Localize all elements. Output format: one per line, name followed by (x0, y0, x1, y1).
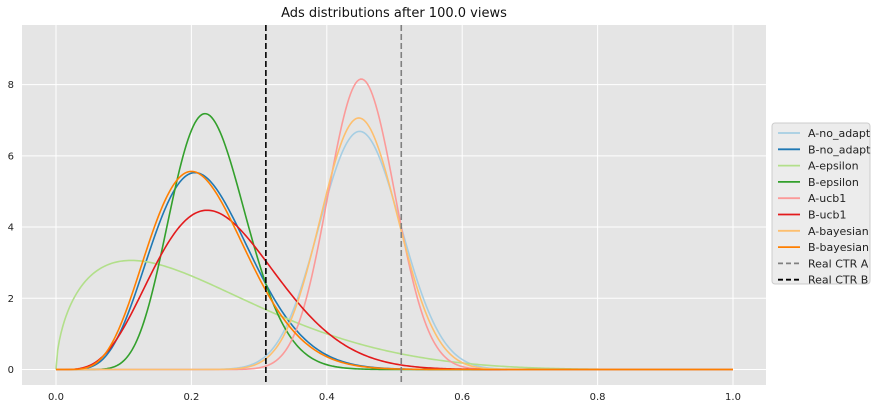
series-curves (55, 78, 733, 371)
y-tick-label: 4 (8, 223, 14, 234)
y-tick-label: 2 (8, 294, 14, 305)
series-line-B-bayesian (56, 170, 733, 371)
legend-label: B-no_adapt (808, 143, 871, 156)
legend-label: Real CTR A (808, 257, 869, 270)
x-axis-ticks: 0.0 0.2 0.4 0.6 0.8 1.0 (48, 392, 741, 403)
legend: A-no_adapt B-no_adapt A-epsilon B-epsilon A-… (771, 122, 871, 287)
legend-label: Real CTR B (808, 274, 868, 287)
x-tick-label: 0.8 (590, 392, 606, 403)
legend-label: A-no_adapt (808, 127, 871, 140)
x-tick-label: 0.4 (319, 392, 335, 403)
y-tick-label: 8 (8, 80, 14, 91)
legend-label: B-ucb1 (808, 209, 847, 222)
x-tick-label: 0.6 (454, 392, 470, 403)
x-tick-label: 0.2 (183, 392, 199, 403)
reference-lines (265, 25, 403, 385)
x-tick-label: 0.0 (48, 392, 64, 403)
y-tick-label: 6 (8, 151, 14, 162)
legend-label: A-bayesian (808, 225, 869, 238)
legend-label: A-epsilon (808, 160, 859, 173)
y-tick-label: 0 (8, 365, 14, 376)
legend-label: B-bayesian (808, 241, 869, 254)
legend-label: B-epsilon (808, 176, 859, 189)
legend-label: A-ucb1 (808, 192, 846, 205)
legend-box (771, 122, 871, 285)
x-tick-label: 1.0 (725, 392, 741, 403)
chart-title: Ads distributions after 100.0 views (281, 6, 507, 21)
y-axis-ticks: 0 2 4 6 8 (8, 80, 14, 376)
